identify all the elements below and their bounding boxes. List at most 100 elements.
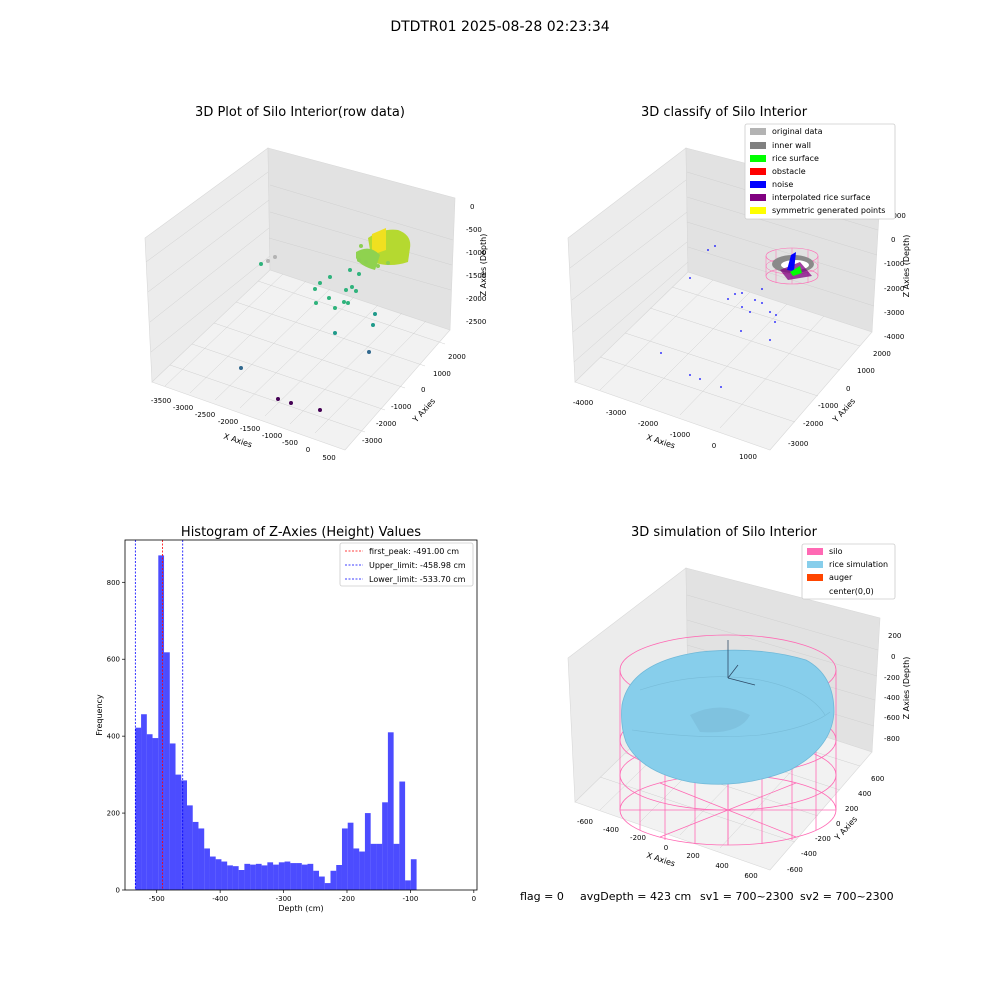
histogram-bar	[359, 851, 365, 890]
sim-z-tick: -800	[884, 735, 900, 743]
histogram-bar	[410, 859, 417, 890]
raw-x-tick: 500	[322, 454, 335, 462]
legend-swatch-symmetric	[750, 207, 766, 214]
histogram-bar	[278, 862, 285, 890]
histogram-x-tick-label: -400	[212, 895, 228, 903]
raw-panel-title: 3D Plot of Silo Interior(row data)	[195, 105, 405, 120]
classify-legend: original data inner wall rice surface ob…	[744, 123, 896, 220]
raw-y-tick: 2000	[448, 353, 466, 361]
sim-z-ticks: 200 0 -200 -400 -600 -800	[884, 632, 901, 743]
raw-x-tick: 0	[306, 446, 310, 454]
sim-y-ticks: 600 400 200 0 -200 -400 -600	[787, 775, 884, 874]
raw-x-tick: -2500	[195, 411, 215, 419]
histogram-bar	[382, 802, 388, 890]
histogram-bar	[186, 805, 193, 890]
histogram-bar	[227, 865, 233, 890]
sim-y-tick: 400	[858, 790, 871, 798]
histogram-bar	[284, 861, 291, 890]
sim-z-tick: 200	[888, 632, 901, 640]
raw-x-tick: -500	[282, 439, 298, 447]
histogram-bar	[307, 863, 314, 890]
raw-y-tick: -3000	[362, 437, 382, 445]
legend-symmetric-generated-points: symmetric generated points	[772, 206, 885, 215]
classify-y-tick: -2000	[803, 420, 823, 428]
classify-panel-title: 3D classify of Silo Interior	[641, 105, 808, 120]
histogram-x-tick-label: 0	[472, 895, 476, 903]
histogram-bar	[135, 727, 142, 890]
histogram-bar	[319, 876, 325, 890]
sim-x-tick: 600	[744, 872, 757, 880]
histogram-bar	[364, 813, 371, 890]
sim-x-tick: -200	[630, 834, 646, 842]
histogram-bar	[192, 821, 199, 890]
figure-title: DTDTR01 2025-08-28 02:23:34	[390, 19, 609, 35]
sim-x-tick: 0	[664, 844, 668, 852]
histogram-bar	[376, 843, 383, 890]
classify-y-tick: 0	[846, 385, 850, 393]
classify-z-label: Z Axies (Depth)	[902, 235, 911, 298]
raw-y-tick: -2000	[376, 420, 396, 428]
histogram-bar	[175, 774, 182, 890]
histogram-x-label: Depth (cm)	[278, 904, 323, 913]
histogram-bar	[209, 856, 216, 890]
histogram-bar	[146, 734, 153, 890]
histogram-bar	[301, 864, 308, 890]
histogram-y-label: Frequency	[95, 694, 104, 736]
histogram-bar	[215, 859, 222, 890]
classify-x-ticks: -4000 -3000 -2000 -1000 0 1000	[573, 399, 757, 461]
classify-y-label: Y Axies	[830, 397, 857, 425]
histogram-bar	[405, 880, 411, 890]
legend-swatch-obstacle	[750, 168, 766, 175]
legend-swatch-interpolated	[750, 194, 766, 201]
histogram-bar	[296, 863, 302, 890]
sim-x-tick: -400	[603, 826, 619, 834]
histogram-y-tick-label: 200	[107, 810, 120, 818]
legend-center: center(0,0)	[829, 587, 874, 596]
legend-swatch-silo	[807, 548, 823, 555]
histogram-bar	[347, 822, 354, 890]
histogram-bar	[221, 861, 228, 890]
simulation-legend: silo rice simulation auger center(0,0)	[801, 543, 896, 600]
classify-x-tick: -2000	[638, 420, 658, 428]
histogram-bar	[255, 863, 262, 890]
sim-z-label: Z Axies (Depth)	[902, 657, 911, 720]
sim-z-tick: -200	[884, 674, 900, 682]
sim-x-tick: 200	[686, 852, 699, 860]
histogram-bar	[324, 883, 331, 890]
classify-point-cloud	[660, 245, 819, 388]
histogram-bar	[244, 863, 251, 890]
sim-y-tick: -400	[801, 850, 817, 858]
panel-histogram: Histogram of Z-Axies (Height) Values -50…	[95, 525, 478, 913]
sim-rice-surface	[621, 649, 835, 785]
classify-z-tick: -3000	[884, 309, 904, 317]
sim-x-ticks: -600 -400 -200 0 200 400 600	[577, 818, 758, 880]
legend-auger: auger	[829, 573, 853, 582]
legend-rice-surface: rice surface	[772, 154, 819, 163]
histogram-bar	[330, 870, 337, 890]
histogram-bar	[198, 828, 205, 890]
classify-3d-axes: -4000 -3000 -2000 -1000 0 1000 X Axies 2…	[567, 147, 911, 461]
classify-x-tick: 1000	[739, 453, 757, 461]
classify-x-tick: -1000	[670, 431, 690, 439]
sim-x-tick: 400	[715, 862, 728, 870]
status-flag: flag = 0	[520, 890, 564, 903]
simulation-panel-title: 3D simulation of Silo Interior	[631, 525, 818, 540]
classify-y-tick: -3000	[788, 440, 808, 448]
status-line: flag = 0 avgDepth = 423 cm sv1 = 700~230…	[520, 890, 894, 903]
histogram-x-tick-label: -200	[339, 895, 355, 903]
legend-swatch-inner-wall	[750, 142, 766, 149]
raw-y-ticks: 2000 1000 0 -1000 -2000 -3000	[362, 353, 466, 445]
status-sv2: sv2 = 700~2300	[800, 890, 894, 903]
classify-y-tick: 2000	[873, 350, 891, 358]
classify-y-tick: -1000	[818, 402, 838, 410]
histogram-bar	[267, 862, 274, 890]
histogram-bar	[169, 743, 176, 890]
histogram-plot: -500 -400 -300 -200 -100 0 0 200 400 600 800	[107, 539, 478, 903]
sim-y-tick: 0	[836, 820, 840, 828]
panel-classify: 3D classify of Silo Interior -4000 -3000…	[567, 105, 911, 461]
histogram-bar	[313, 870, 320, 890]
histogram-x-tick-label: -100	[402, 895, 418, 903]
classify-z-tick: 0	[891, 236, 895, 244]
classify-x-tick: -4000	[573, 399, 593, 407]
